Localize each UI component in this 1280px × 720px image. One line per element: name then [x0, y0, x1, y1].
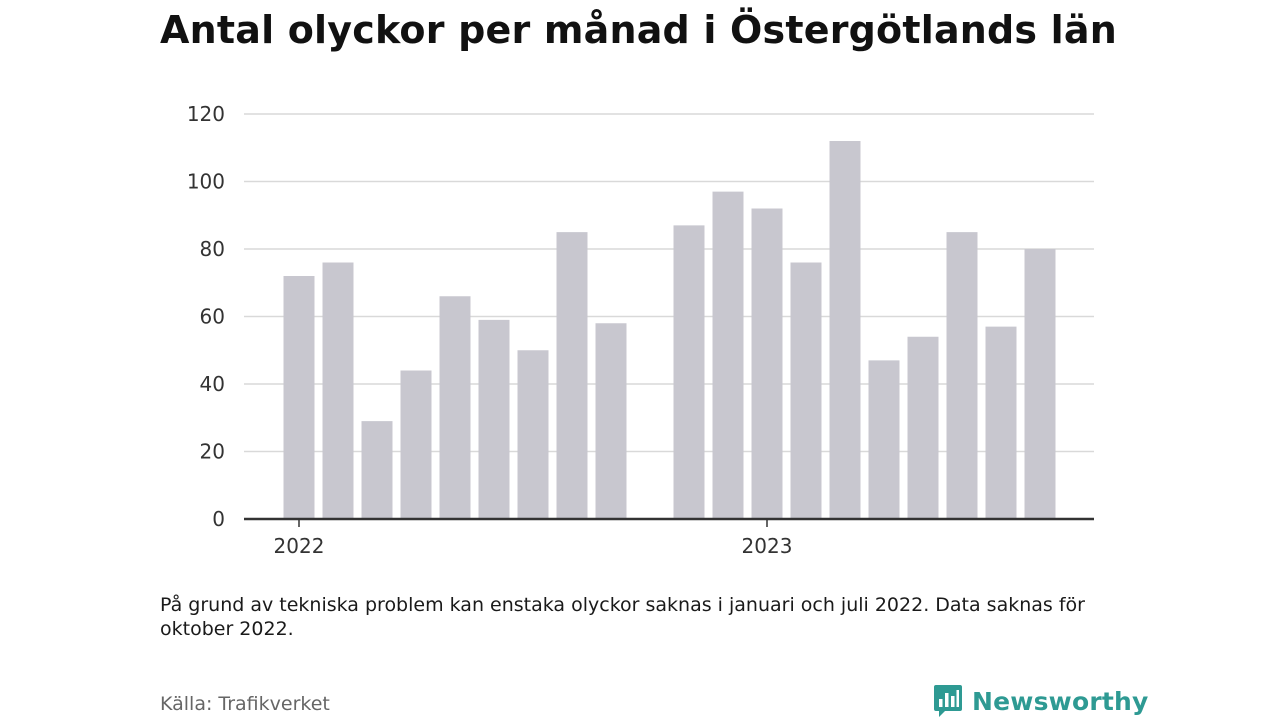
- bar-2022-05: [439, 296, 471, 519]
- bar-2022-06: [478, 319, 510, 519]
- y-tick-label: 20: [200, 440, 225, 464]
- bar-2022-12: [712, 191, 744, 519]
- y-tick-label: 80: [200, 237, 225, 261]
- y-axis-tick-labels: 0 20 40 60 80 100 120: [187, 102, 225, 531]
- x-axis: 2022 2023: [244, 517, 1094, 558]
- bars: [283, 141, 1056, 519]
- y-tick-label: 60: [200, 305, 225, 329]
- bar-2023-02: [790, 262, 822, 519]
- bar-2023-05: [907, 336, 939, 519]
- x-tick-label: 2023: [742, 534, 793, 558]
- bar-2023-03: [829, 141, 861, 519]
- bar-2022-02: [322, 262, 354, 519]
- bar-2022-07: [517, 350, 549, 519]
- y-tick-label: 100: [187, 170, 225, 194]
- bar-2022-01: [283, 276, 315, 519]
- brand-logo[interactable]: Newsworthy: [933, 683, 1149, 719]
- bar-chart: 0 20 40 60 80 100 120 2022 2023: [187, 102, 1094, 558]
- bar-2022-03: [361, 421, 393, 519]
- y-tick-label: 40: [200, 372, 225, 396]
- bar-2023-04: [868, 360, 900, 519]
- x-tick-label: 2022: [274, 534, 325, 558]
- brand-name: Newsworthy: [972, 686, 1149, 716]
- bar-2022-11: [673, 225, 705, 519]
- y-tick-label: 120: [187, 102, 225, 126]
- bar-2023-07: [985, 326, 1017, 519]
- bar-2023-06: [946, 232, 978, 519]
- bar-2022-08: [556, 232, 588, 519]
- bar-2022-04: [400, 370, 432, 519]
- chart-title: Antal olyckor per månad i Östergötlands …: [160, 8, 1118, 52]
- bar-2023-01: [751, 208, 783, 519]
- footnote: På grund av tekniska problem kan enstaka…: [160, 594, 1085, 640]
- bar-2023-08: [1024, 249, 1056, 519]
- y-tick-label: 0: [212, 507, 225, 531]
- source-text: Källa: Trafikverket: [160, 693, 330, 715]
- newsworthy-logo-icon: [934, 685, 962, 717]
- bar-2022-09: [595, 323, 627, 519]
